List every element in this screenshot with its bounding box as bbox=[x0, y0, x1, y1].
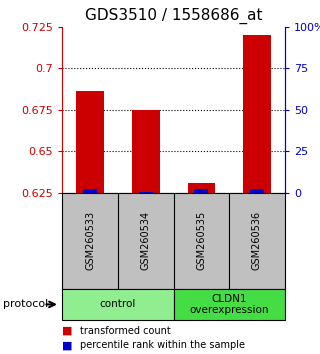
Text: GSM260534: GSM260534 bbox=[141, 211, 151, 270]
Bar bbox=[250, 189, 264, 193]
Bar bbox=[195, 189, 208, 193]
Text: GSM260535: GSM260535 bbox=[196, 211, 206, 270]
Bar bbox=[62, 289, 173, 320]
Bar bbox=[188, 183, 215, 193]
Text: CLDN1
overexpression: CLDN1 overexpression bbox=[189, 293, 269, 315]
Title: GDS3510 / 1558686_at: GDS3510 / 1558686_at bbox=[85, 7, 262, 24]
Text: control: control bbox=[100, 299, 136, 309]
Bar bbox=[83, 189, 97, 193]
Text: ■: ■ bbox=[62, 326, 73, 336]
Text: transformed count: transformed count bbox=[80, 326, 171, 336]
Text: GSM260536: GSM260536 bbox=[252, 211, 262, 270]
Text: ■: ■ bbox=[62, 340, 73, 350]
Bar bbox=[139, 192, 153, 193]
Bar bbox=[243, 35, 271, 193]
Text: GSM260533: GSM260533 bbox=[85, 211, 95, 270]
Bar bbox=[76, 91, 104, 193]
Text: percentile rank within the sample: percentile rank within the sample bbox=[80, 340, 245, 350]
Text: protocol: protocol bbox=[3, 299, 48, 309]
Bar bbox=[132, 110, 160, 193]
Bar bbox=[173, 289, 285, 320]
